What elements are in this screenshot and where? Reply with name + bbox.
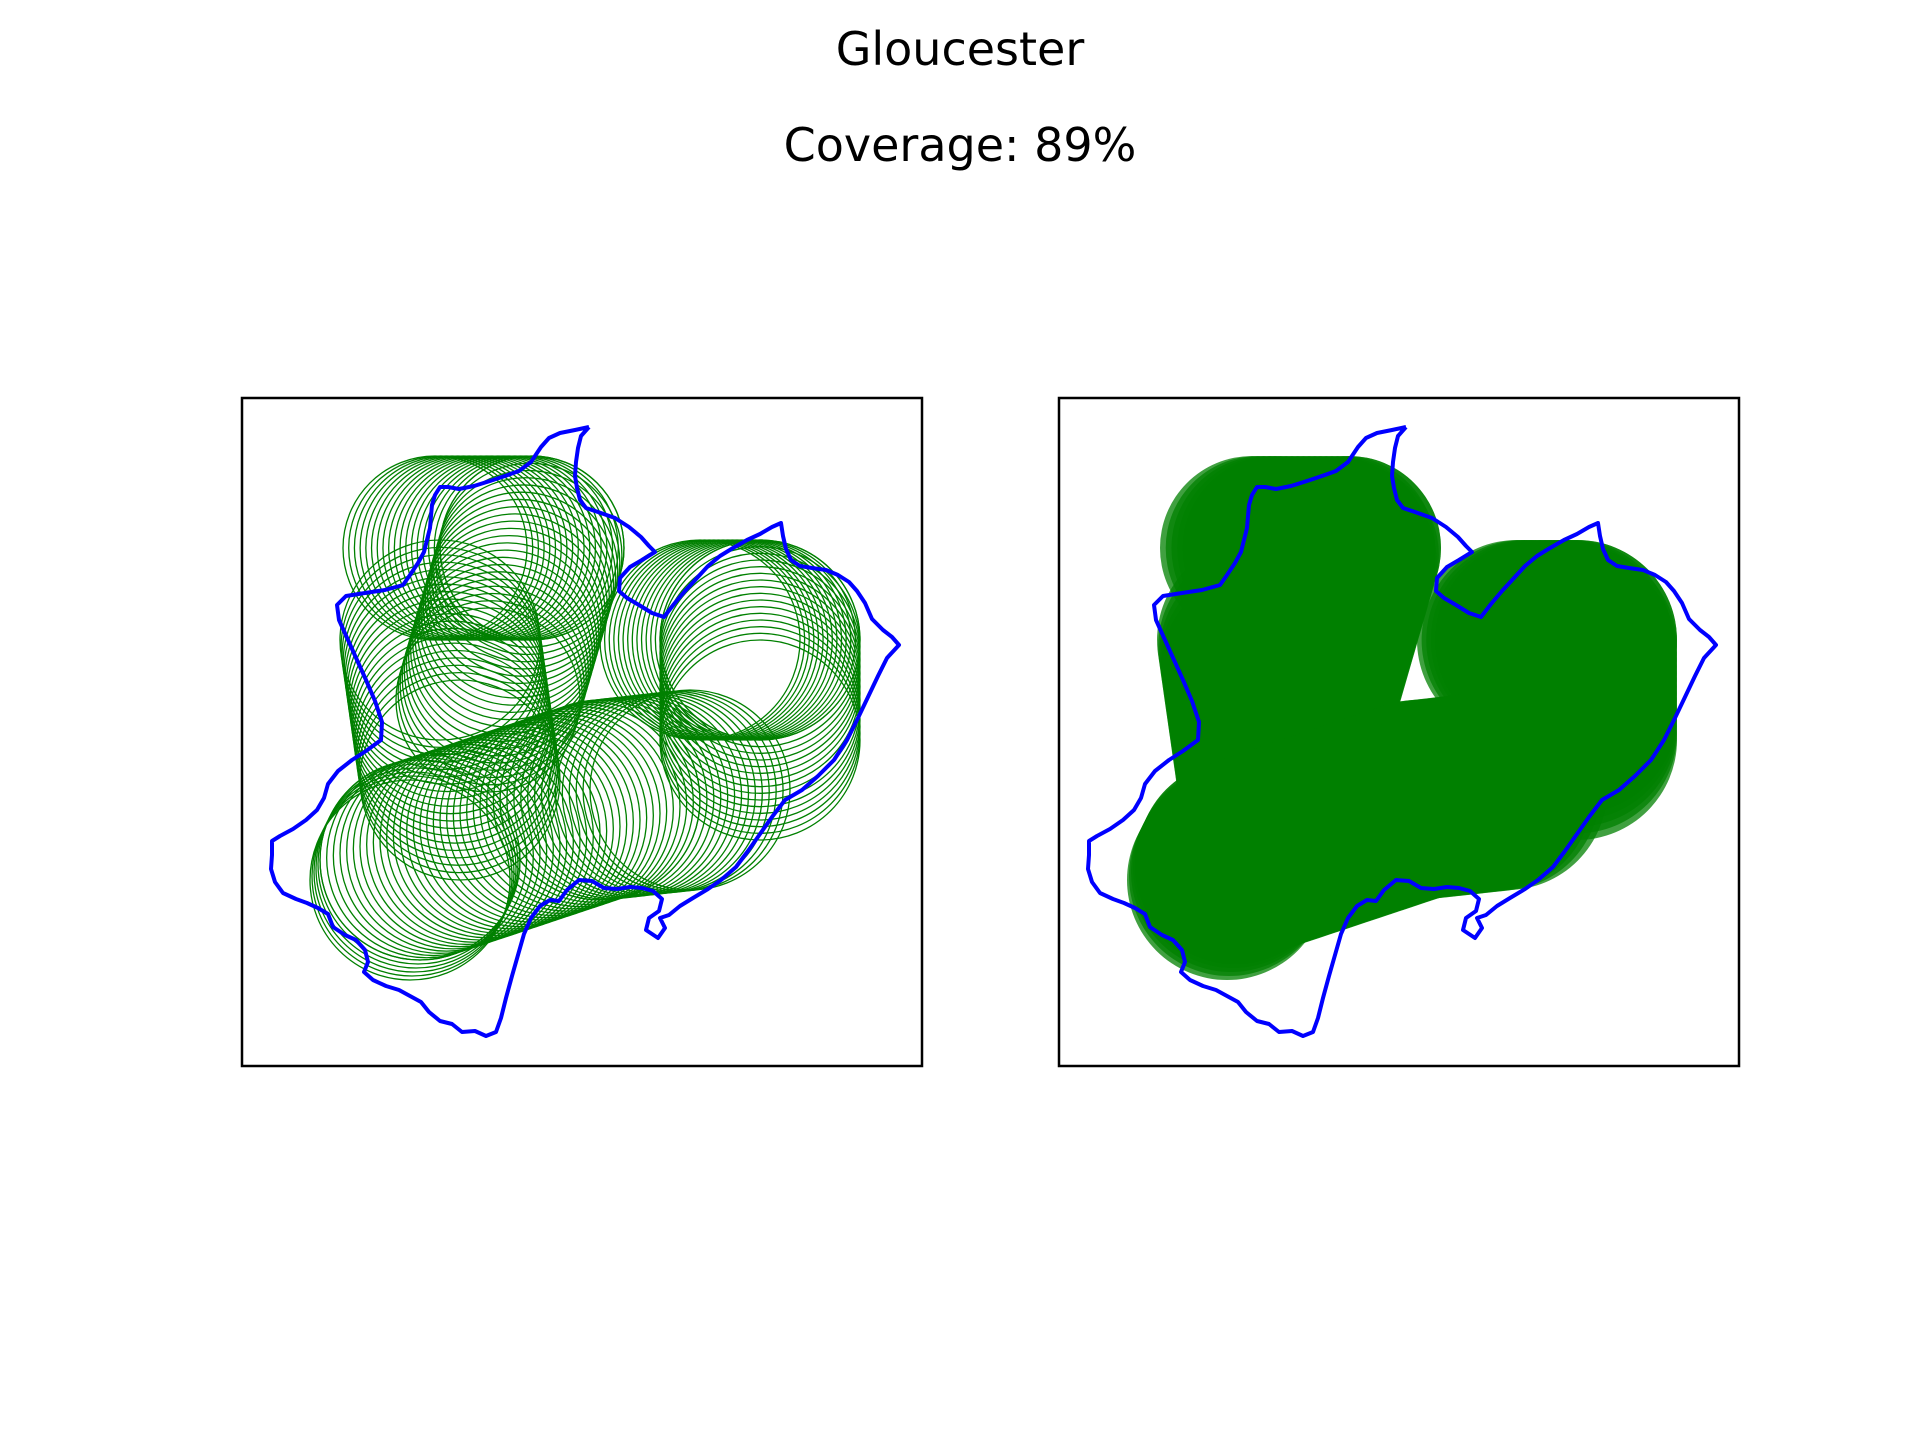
coverage-circle-outline (313, 771, 515, 973)
coverage-circle-outline (407, 563, 594, 750)
right-map-panel (1057, 396, 1741, 1068)
coverage-circle-outline (486, 703, 688, 906)
left-map-panel (240, 396, 924, 1068)
coverage-circle-outline (399, 592, 585, 779)
coverage-circle-outline (311, 775, 513, 977)
coverage-circle-filled (1407, 690, 1607, 890)
coverage-circle-outline (315, 767, 517, 969)
coverage-circle-outline (659, 639, 861, 841)
coverage-circle-outline (357, 664, 559, 866)
coverage-circle-filled (1127, 780, 1327, 980)
coverage-circle-outline (472, 708, 674, 910)
right-coverage-circles (1127, 456, 1677, 980)
coverage-circle-outline (452, 714, 654, 917)
coverage-circle-outline (446, 717, 648, 919)
right-district-boundary (1086, 425, 1718, 1038)
coverage-subtitle: Coverage: 89% (783, 118, 1137, 172)
coverage-circle-outline (466, 710, 668, 912)
coverage-circle-outline (401, 585, 587, 771)
coverage-circle-outline (319, 759, 521, 961)
left-district-boundary (269, 425, 901, 1038)
coverage-circle-outline (317, 763, 519, 965)
coverage-circle-outline (459, 712, 661, 914)
left-axes-frame (240, 396, 924, 1068)
coverage-circle-outline (589, 689, 791, 891)
figure-title: Gloucester (835, 22, 1085, 76)
coverage-circle-outline (358, 671, 560, 874)
coverage-circle-outline (309, 779, 511, 981)
coverage-circle-outline (492, 701, 694, 903)
